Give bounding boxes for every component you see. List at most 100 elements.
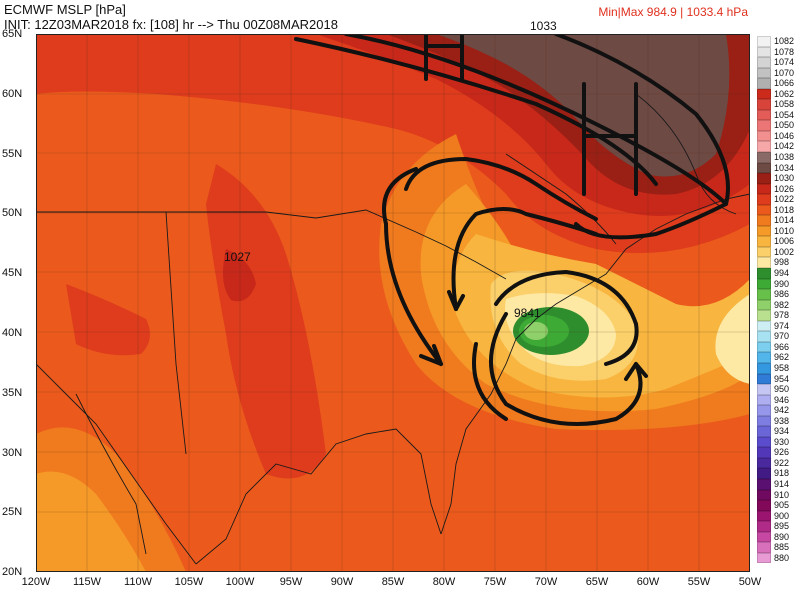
legend-label: 942 (774, 405, 790, 416)
legend-entry: 982 (757, 299, 799, 311)
legend-label: 1082 (774, 36, 795, 46)
map-title: ECMWF MSLP [hPa] (4, 2, 126, 17)
legend-label: 994 (774, 268, 790, 279)
lat-label: 40N (2, 327, 23, 339)
legend-swatch (757, 225, 771, 237)
legend-entry: 1078 (757, 46, 799, 58)
legend-swatch (757, 310, 771, 321)
legend-entry: 1046 (757, 130, 799, 142)
lon-label: 100W (225, 576, 255, 588)
legend-entry: 914 (757, 478, 799, 490)
legend-entry: 1010 (757, 225, 799, 237)
legend-entry: 885 (757, 542, 799, 553)
legend-swatch (757, 36, 771, 47)
legend-entry: 895 (757, 521, 799, 532)
legend-label: 970 (774, 331, 790, 342)
fill-1022-west (66, 284, 150, 356)
lat-label: 20N (2, 566, 23, 579)
lon-label: 120W (21, 576, 51, 588)
legend-label: 895 (774, 521, 790, 532)
legend-swatch (757, 521, 771, 532)
lat-label: 60N (2, 87, 23, 100)
lat-label: 35N (2, 386, 23, 399)
legend-label: 910 (774, 489, 790, 500)
legend-entry: 1062 (757, 88, 799, 100)
lon-label: 115W (73, 576, 101, 588)
legend-swatch (757, 447, 771, 458)
legend-entry: 1050 (757, 120, 799, 131)
legend-swatch (757, 373, 771, 385)
legend-entry: 1066 (757, 78, 799, 89)
legend-swatch (757, 542, 771, 553)
legend-swatch (757, 320, 771, 332)
legend-label: 1022 (774, 194, 795, 205)
legend-label: 1066 (774, 78, 795, 89)
legend-label: 946 (774, 394, 790, 405)
legend-entry: 942 (757, 405, 799, 416)
pressure-color-legend: 1082 1078 1074 1070 1066 1062 1058 1054 1050 1046… (757, 36, 799, 564)
legend-entry: 900 (757, 510, 799, 522)
legend-swatch (757, 436, 771, 448)
legend-swatch (757, 478, 771, 490)
legend-label: 1038 (774, 152, 795, 163)
legend-swatch (757, 215, 771, 226)
legend-entry: 910 (757, 489, 799, 501)
legend-swatch (757, 152, 771, 163)
legend-entry: 1038 (757, 152, 799, 163)
legend-entry: 962 (757, 352, 799, 363)
legend-entry: 1026 (757, 183, 799, 195)
lat-label: 55N (2, 147, 23, 160)
legend-swatch (757, 289, 771, 300)
min-max-readout: Min|Max 984.9 | 1033.4 hPa (598, 5, 748, 19)
legend-swatch (757, 531, 771, 543)
legend-swatch (757, 99, 771, 110)
legend-entry: 1058 (757, 99, 799, 110)
coastlines (36, 93, 750, 565)
legend-entry: 922 (757, 457, 799, 469)
legend-label: 966 (774, 341, 790, 352)
legend-entry: 994 (757, 268, 799, 279)
legend-swatch (757, 183, 771, 195)
lat-label: 25N (2, 506, 23, 519)
legend-swatch (757, 204, 771, 216)
legend-swatch (757, 173, 771, 184)
legend-entry: 930 (757, 436, 799, 448)
legend-swatch (757, 510, 771, 522)
legend-label: 1034 (774, 162, 795, 173)
legend-swatch (757, 415, 771, 427)
legend-swatch (757, 46, 771, 58)
legend-label: 974 (774, 320, 790, 331)
hand-drawn-annotations (294, 34, 730, 426)
lon-label: 60W (636, 576, 660, 588)
legend-swatch (757, 78, 771, 89)
legend-label: 954 (774, 373, 790, 384)
legend-label: 950 (774, 384, 790, 395)
legend-label: 1030 (774, 173, 795, 184)
legend-label: 1054 (774, 109, 795, 120)
legend-swatch (757, 268, 771, 279)
fill-1022-plains (206, 164, 326, 479)
legend-label: 926 (774, 447, 790, 458)
legend-label: 986 (774, 289, 790, 300)
legend-swatch (757, 236, 771, 247)
legend-label: 890 (774, 531, 790, 542)
legend-label: 880 (774, 552, 790, 563)
legend-swatch (757, 331, 771, 342)
mslp-map: 1027 1033 9841 (36, 34, 750, 572)
lon-label: 70W (534, 576, 558, 588)
legend-entry: 1082 (757, 36, 799, 47)
legend-label: 1062 (774, 88, 795, 99)
legend-swatch (757, 457, 771, 469)
legend-swatch (757, 120, 771, 131)
legend-entry: 1074 (757, 57, 799, 68)
legend-entry: 966 (757, 341, 799, 353)
legend-entry: 1002 (757, 246, 799, 258)
legend-entry: 1070 (757, 67, 799, 79)
lon-label: 80W (432, 576, 456, 588)
lon-label: 75W (483, 576, 507, 588)
legend-swatch (757, 500, 771, 511)
legend-label: 914 (774, 478, 790, 489)
legend-entry: 974 (757, 320, 799, 332)
lat-label: 50N (2, 207, 23, 220)
legend-label: 1014 (774, 215, 795, 226)
